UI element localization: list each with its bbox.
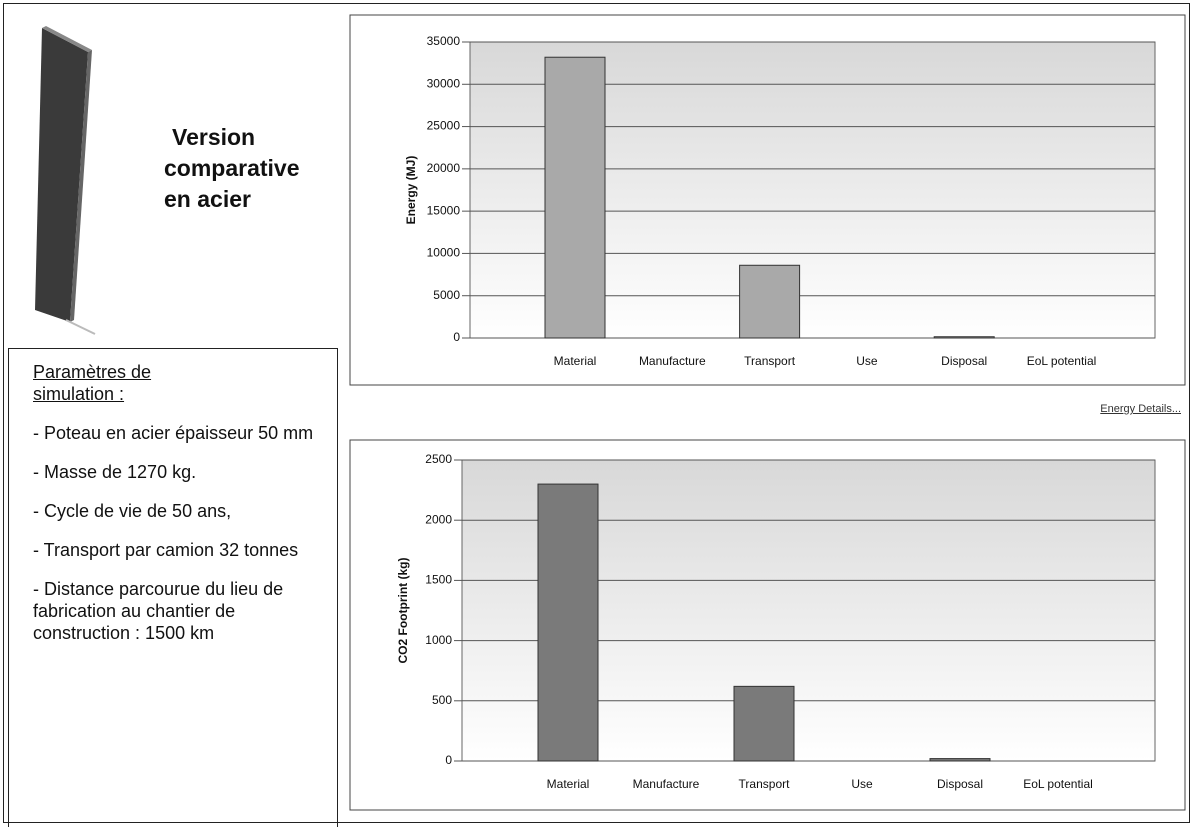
y-tick-label: 2000	[425, 512, 452, 526]
charts: 05000100001500020000250003000035000Energ…	[0, 0, 1195, 827]
bar	[545, 57, 605, 338]
x-tick-label: Manufacture	[639, 354, 706, 368]
y-tick-label: 0	[453, 330, 460, 344]
y-tick-label: 35000	[427, 34, 461, 48]
x-tick-label: Material	[547, 777, 590, 791]
y-tick-label: 25000	[427, 119, 461, 133]
x-tick-label: Disposal	[937, 777, 983, 791]
y-tick-label: 1500	[425, 573, 452, 587]
x-tick-label: Manufacture	[633, 777, 700, 791]
x-tick-label: EoL potential	[1027, 354, 1097, 368]
y-tick-label: 20000	[427, 161, 461, 175]
x-tick-label: EoL potential	[1023, 777, 1093, 791]
y-tick-label: 10000	[427, 246, 461, 260]
page: Version comparative en acier Paramètres …	[0, 0, 1195, 827]
bar	[538, 484, 598, 761]
x-tick-label: Material	[554, 354, 597, 368]
bar	[930, 759, 990, 761]
x-tick-label: Use	[856, 354, 878, 368]
y-tick-label: 1000	[425, 633, 452, 647]
bar	[740, 265, 800, 338]
y-tick-label: 2500	[425, 452, 452, 466]
x-tick-label: Transport	[739, 777, 791, 791]
bar	[934, 337, 994, 338]
y-tick-label: 30000	[427, 76, 461, 90]
y-tick-label: 5000	[433, 288, 460, 302]
y-axis-label: CO2 Footprint (kg)	[396, 558, 410, 664]
x-tick-label: Transport	[744, 354, 796, 368]
y-axis-label: Energy (MJ)	[404, 156, 418, 225]
y-tick-label: 500	[432, 693, 452, 707]
y-tick-label: 15000	[427, 203, 461, 217]
x-tick-label: Use	[851, 777, 873, 791]
bar	[734, 686, 794, 761]
x-tick-label: Disposal	[941, 354, 987, 368]
y-tick-label: 0	[445, 753, 452, 767]
